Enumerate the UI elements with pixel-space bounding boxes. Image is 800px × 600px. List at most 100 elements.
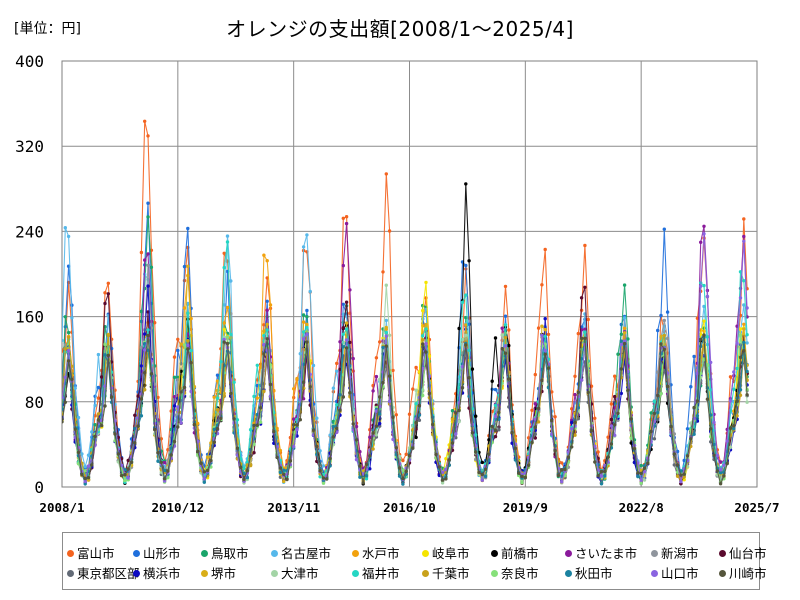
- legend-label: 仙台市: [729, 546, 767, 561]
- data-point: [341, 345, 345, 349]
- data-point: [384, 325, 388, 330]
- data-point: [401, 482, 405, 486]
- data-point: [675, 463, 680, 467]
- data-point: [467, 376, 471, 380]
- data-point: [649, 429, 653, 434]
- x-tick-label: 2008/1: [39, 500, 84, 515]
- data-point: [255, 423, 259, 427]
- data-point: [212, 440, 216, 445]
- data-point: [186, 301, 190, 306]
- data-point: [96, 385, 101, 390]
- data-point: [153, 321, 157, 325]
- data-point: [381, 380, 385, 385]
- data-point: [513, 446, 518, 451]
- data-point: [679, 479, 683, 484]
- data-point: [662, 227, 666, 231]
- data-point: [321, 476, 326, 480]
- data-point: [301, 337, 306, 341]
- data-point: [652, 437, 657, 441]
- data-point: [156, 459, 160, 463]
- data-point: [636, 471, 640, 475]
- data-point: [622, 326, 627, 330]
- data-point: [219, 360, 223, 364]
- data-point: [139, 250, 144, 255]
- data-point: [424, 341, 428, 346]
- data-point: [536, 406, 541, 411]
- legend-marker: [565, 550, 572, 557]
- data-point: [675, 449, 680, 454]
- series-line-20: [62, 333, 748, 486]
- data-point: [609, 442, 614, 446]
- data-point: [305, 340, 309, 344]
- data-point: [305, 308, 309, 313]
- data-point: [742, 303, 746, 307]
- unit-label: [単位：円]: [14, 21, 81, 37]
- data-point: [215, 427, 220, 431]
- data-point: [315, 416, 319, 420]
- data-point: [689, 421, 693, 425]
- data-point: [457, 419, 461, 424]
- data-point: [272, 429, 276, 434]
- data-point: [93, 423, 97, 427]
- data-point: [212, 395, 216, 399]
- data-point: [86, 476, 91, 480]
- data-point: [391, 415, 395, 419]
- data-point: [629, 417, 633, 421]
- data-point: [738, 393, 743, 397]
- data-point: [318, 449, 322, 453]
- data-point: [100, 423, 104, 428]
- legend-marker: [491, 550, 498, 557]
- data-point: [298, 398, 302, 402]
- data-point: [387, 333, 392, 337]
- data-point: [113, 432, 117, 436]
- data-point: [709, 413, 713, 417]
- data-point: [149, 265, 154, 269]
- data-point: [192, 422, 197, 427]
- data-point: [460, 300, 465, 304]
- data-point: [354, 457, 359, 462]
- legend-marker: [651, 550, 658, 557]
- data-point: [176, 348, 180, 353]
- data-point: [718, 471, 723, 475]
- data-point: [540, 333, 544, 337]
- data-point: [619, 342, 623, 347]
- data-point: [659, 392, 663, 396]
- data-point: [311, 428, 316, 432]
- data-point: [384, 172, 388, 176]
- data-point: [523, 475, 527, 480]
- data-point: [255, 363, 259, 367]
- data-point: [616, 411, 620, 415]
- data-point: [258, 365, 263, 369]
- data-point: [153, 427, 157, 432]
- data-point: [103, 291, 107, 295]
- data-point: [62, 395, 64, 400]
- data-point: [642, 469, 647, 474]
- data-point: [321, 481, 326, 485]
- data-point: [305, 233, 309, 237]
- data-point: [66, 234, 71, 239]
- data-point: [80, 452, 84, 456]
- data-point: [728, 445, 733, 449]
- data-point: [470, 367, 475, 371]
- data-point: [652, 411, 657, 416]
- data-point: [258, 406, 263, 410]
- data-point: [622, 283, 627, 287]
- data-point: [202, 477, 206, 481]
- data-point: [169, 453, 173, 457]
- data-point: [229, 332, 233, 337]
- data-point: [464, 323, 468, 327]
- data-point: [374, 409, 379, 413]
- data-point: [738, 327, 743, 331]
- data-point: [742, 349, 746, 353]
- data-point: [146, 252, 150, 256]
- data-point: [196, 449, 200, 454]
- data-point: [189, 389, 193, 394]
- x-tick-label: 2013/11: [267, 500, 320, 515]
- data-point: [659, 313, 663, 318]
- legend-marker: [67, 550, 74, 557]
- data-point: [62, 407, 64, 411]
- data-point: [609, 424, 614, 428]
- data-point: [335, 403, 339, 407]
- data-point: [712, 453, 716, 457]
- data-point: [500, 347, 504, 351]
